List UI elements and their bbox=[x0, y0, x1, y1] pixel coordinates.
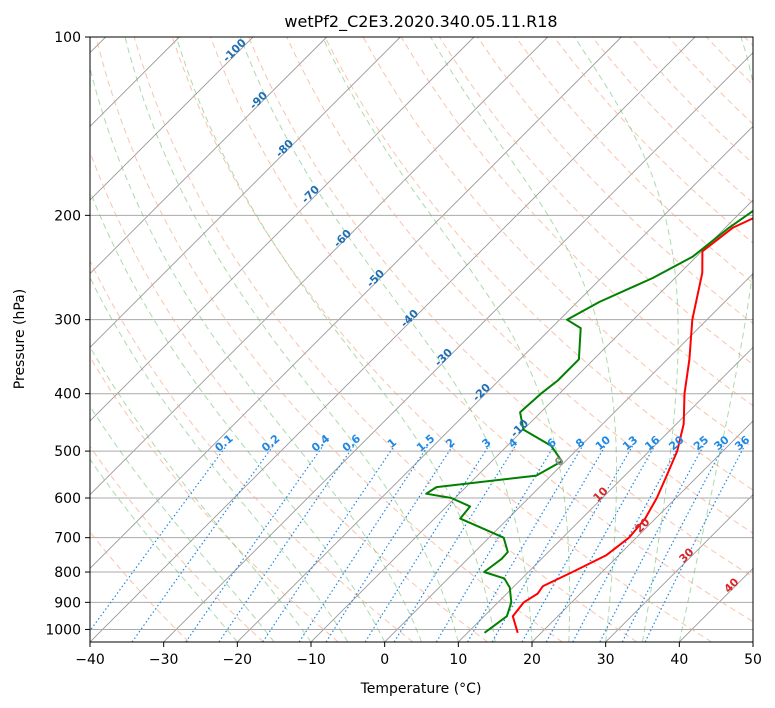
moist-adiabat-line bbox=[678, 37, 753, 642]
isotherm-line bbox=[458, 346, 753, 642]
dry-adiabat-line bbox=[171, 37, 712, 642]
mixing-ratio-line bbox=[131, 445, 274, 642]
x-tick-label: −20 bbox=[223, 652, 253, 668]
dry-adiabat-line bbox=[95, 37, 563, 642]
mixing-ratio-line bbox=[262, 445, 395, 642]
isotherm-line bbox=[237, 125, 753, 642]
isotherm-line bbox=[163, 52, 753, 642]
x-tick-label: 30 bbox=[597, 652, 615, 668]
y-tick-label: 700 bbox=[54, 531, 81, 547]
dry-adiabat-line bbox=[90, 259, 414, 642]
moist-adiabat-line bbox=[574, 37, 679, 642]
y-tick-label: 200 bbox=[54, 208, 81, 224]
dewpoint-profile-line bbox=[425, 209, 753, 634]
x-tick-label: −40 bbox=[75, 652, 105, 668]
mixing-ratio-line bbox=[185, 445, 324, 642]
mixing-ratio-line bbox=[545, 445, 656, 642]
y-tick-label: 300 bbox=[54, 313, 81, 329]
dry-adiabat-line bbox=[90, 445, 264, 642]
moist-adiabat-line bbox=[124, 37, 459, 642]
mixing-ratio-line bbox=[298, 445, 429, 642]
mixing-ratio-line bbox=[644, 445, 746, 642]
moist-adiabat-line bbox=[90, 65, 422, 642]
mixing-ratio-line bbox=[218, 445, 355, 642]
x-tick-label: 40 bbox=[670, 652, 688, 668]
dry-adiabat-line bbox=[248, 37, 753, 578]
plot-frame bbox=[89, 36, 754, 643]
plot-area bbox=[90, 37, 753, 642]
x-tick-label: 20 bbox=[523, 652, 541, 668]
isotherm-line bbox=[531, 420, 753, 642]
moist-adiabat-line bbox=[430, 37, 617, 642]
y-tick-label: 600 bbox=[54, 491, 81, 507]
x-tick-label: −10 bbox=[296, 652, 326, 668]
dry-adiabat-line bbox=[324, 37, 753, 491]
dry-adiabat-line bbox=[286, 37, 753, 534]
x-tick-label: 50 bbox=[744, 652, 762, 668]
mixing-ratio-line bbox=[466, 445, 584, 642]
mixing-ratio-line bbox=[521, 445, 634, 642]
isotherm-line bbox=[90, 37, 548, 496]
moist-adiabat-line bbox=[90, 458, 238, 642]
x-tick-label: −30 bbox=[149, 652, 179, 668]
isotherm-line bbox=[90, 37, 254, 201]
moist-adiabat-line bbox=[322, 37, 571, 642]
dry-adiabat-line bbox=[515, 37, 753, 284]
mixing-ratio-line bbox=[393, 445, 516, 642]
y-axis-label: Pressure (hPa) bbox=[12, 289, 28, 389]
mixing-ratio-line bbox=[435, 445, 555, 642]
x-tick-label: 10 bbox=[449, 652, 467, 668]
isotherm-line bbox=[384, 273, 753, 642]
mixing-ratio-line bbox=[364, 445, 490, 642]
moist-adiabat-line bbox=[175, 37, 496, 642]
chart-title: wetPf2_C2E3.2020.340.05.11.R18 bbox=[284, 12, 557, 32]
moist-adiabat-line bbox=[90, 276, 349, 642]
isotherm-line bbox=[90, 37, 622, 569]
y-tick-label: 900 bbox=[54, 595, 81, 611]
temperature-profile-line bbox=[511, 217, 753, 634]
axes: −40 −30 −20 −10 0 10 20 30 40 50 100 200 300 400 500 60… bbox=[45, 30, 762, 668]
dry-adiabat-line bbox=[90, 356, 339, 642]
moist-adiabat-line bbox=[90, 345, 312, 642]
moist-adiabat-line bbox=[90, 189, 386, 642]
isotherm-line bbox=[90, 37, 475, 422]
moist-adiabat-line bbox=[90, 405, 275, 642]
isotherm-line bbox=[90, 37, 401, 348]
isotherm-line bbox=[90, 37, 327, 275]
mixing-ratio-line bbox=[325, 445, 454, 642]
y-tick-label: 800 bbox=[54, 565, 81, 581]
y-tick-label: 1000 bbox=[45, 622, 81, 638]
isotherm-line bbox=[605, 494, 753, 642]
x-axis-label: Temperature (°C) bbox=[360, 681, 482, 697]
y-tick-label: 500 bbox=[54, 444, 81, 460]
y-tick-label: 100 bbox=[54, 30, 81, 46]
dry-adiabat-line bbox=[210, 37, 753, 623]
x-tick-label: 0 bbox=[380, 652, 389, 668]
mixing-ratio-line bbox=[621, 445, 725, 642]
y-tick-label: 400 bbox=[54, 387, 81, 403]
dry-adiabat-line bbox=[133, 37, 638, 642]
